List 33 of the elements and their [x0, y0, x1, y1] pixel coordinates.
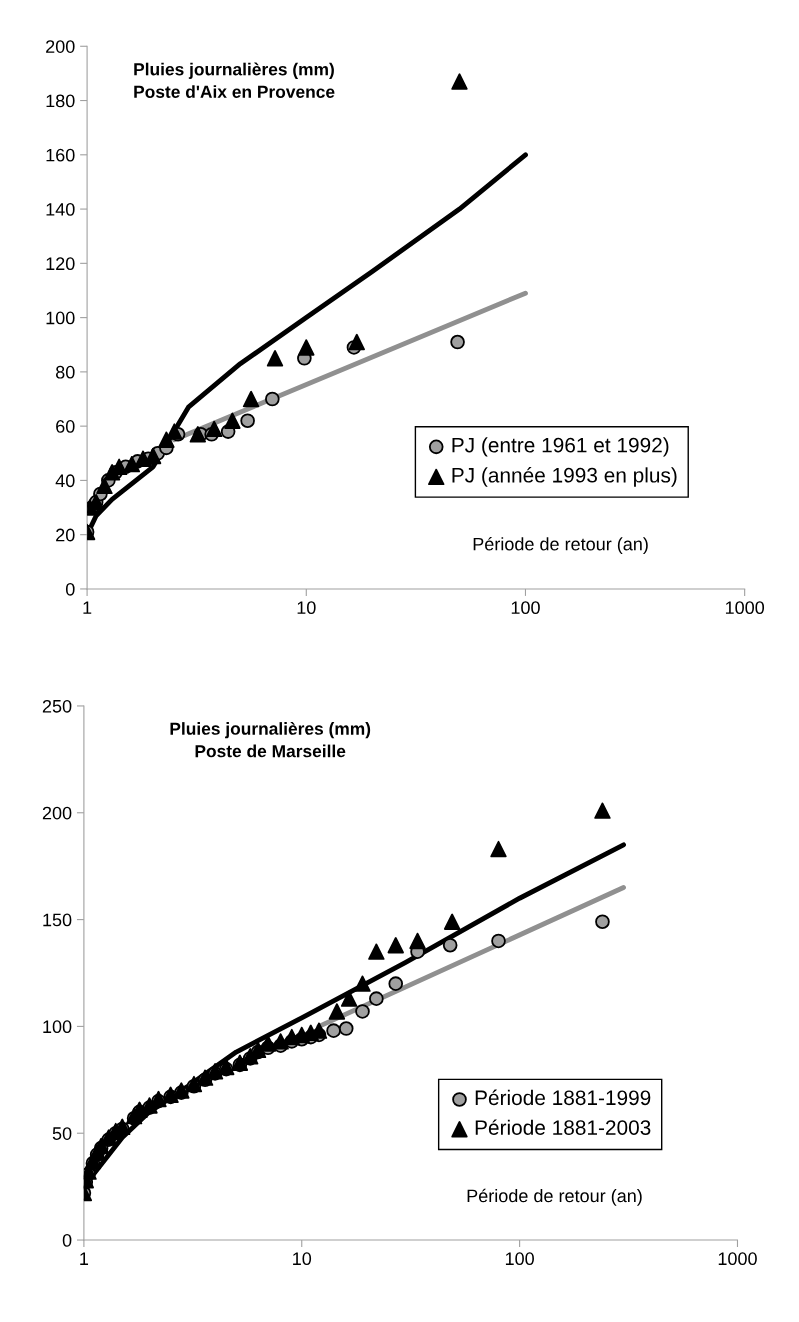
y-tick-label: 140	[46, 203, 75, 216]
y-tick-label: 20	[56, 528, 75, 542]
x-tick-label: 1	[83, 601, 92, 614]
legend-label: PJ (année 1993 en plus)	[452, 467, 677, 487]
x-tick-label: 1	[80, 1252, 89, 1265]
text: Pluies journalières (mm) Poste d'Aix en Provence	[134, 62, 335, 98]
x-tick-label: 100	[511, 601, 540, 615]
y-tick-label: 50	[52, 1127, 72, 1140]
legend-label: Période 1881-2003	[475, 1119, 651, 1135]
y-tick-label: 0	[65, 582, 75, 596]
y-tick-label: 160	[46, 148, 75, 162]
y-tick-label: 200	[42, 806, 72, 820]
x-axis-title: Période de retour (an)	[473, 537, 648, 555]
y-tick-label: 80	[55, 365, 75, 379]
y-tick-label: 150	[43, 913, 72, 927]
y-tick-label: 40	[55, 474, 75, 488]
x-tick-label: 10	[293, 1252, 312, 1266]
legend-label: PJ (entre 1961 et 1992)	[452, 437, 669, 457]
x-tick-label: 1000	[718, 1252, 757, 1266]
y-tick-label: 200	[46, 40, 75, 53]
y-tick-label: 60	[56, 420, 75, 433]
y-tick-label: 100	[46, 311, 75, 325]
x-tick-label: 1000	[725, 601, 765, 615]
legend-label: Période 1881-1999	[475, 1089, 651, 1106]
y-tick-label: 0	[62, 1233, 72, 1247]
y-tick-label: 250	[42, 699, 72, 713]
x-tick-label: 10	[297, 601, 316, 615]
y-tick-label: 100	[43, 1020, 72, 1034]
y-tick-label: 120	[46, 257, 75, 271]
x-tick-label: 100	[505, 1252, 534, 1266]
x-axis-title: Période de retour (an)	[467, 1188, 642, 1206]
y-tick-label: 180	[46, 94, 75, 108]
text: Pluies journalières (mm) Poste de Marseille	[170, 721, 371, 758]
